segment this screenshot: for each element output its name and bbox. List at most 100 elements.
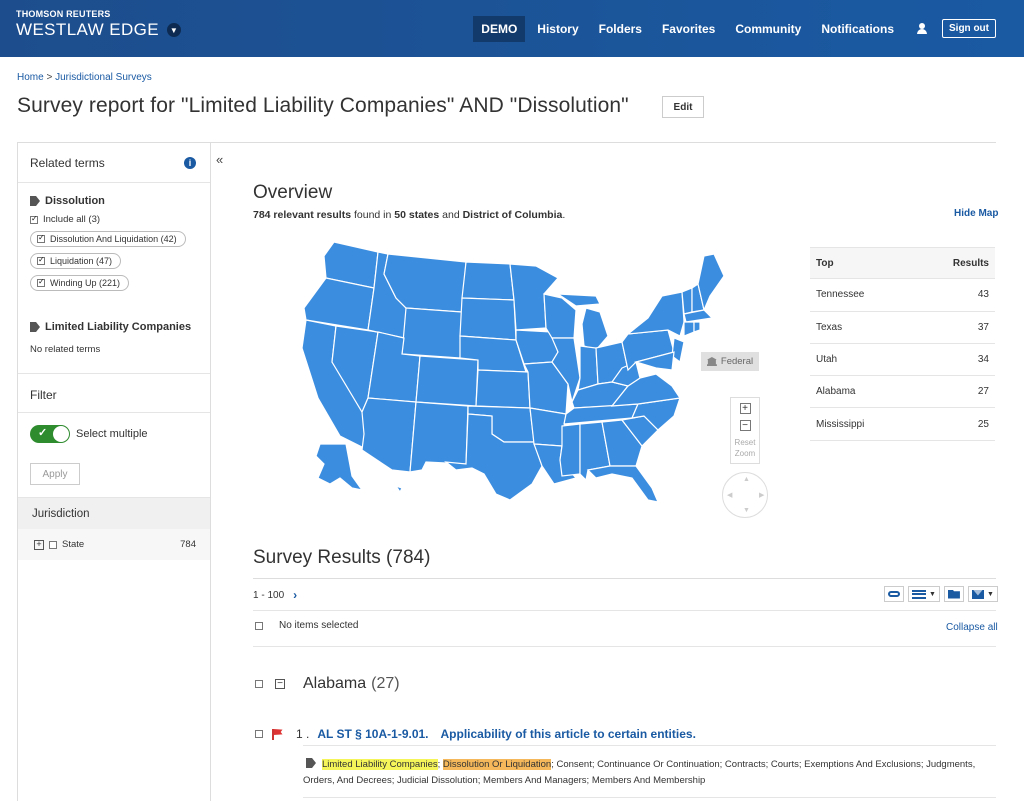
state-rhode-island xyxy=(693,321,701,333)
select-all-checkbox[interactable] xyxy=(255,621,263,630)
pan-icon[interactable]: ▲ ▼ ◀ ▶ xyxy=(722,472,768,518)
us-map[interactable] xyxy=(296,238,726,502)
select-multiple-toggle[interactable]: ✓ xyxy=(30,425,70,443)
summary-text: and xyxy=(439,209,463,221)
state-group-name: Alabama xyxy=(303,675,367,692)
flag-icon xyxy=(272,729,282,740)
reset-zoom-button[interactable]: Reset Zoom xyxy=(734,438,756,458)
nav-demo[interactable]: DEMO xyxy=(473,15,526,42)
term-pill[interactable]: Dissolution And Liquidation (42) xyxy=(30,231,186,247)
term-checkbox[interactable] xyxy=(37,233,45,243)
email-button[interactable]: ▼ xyxy=(967,586,998,602)
hide-map-link[interactable]: Hide Map xyxy=(954,208,999,219)
nav-favorites[interactable]: Favorites xyxy=(661,21,716,36)
jurisdiction-label: State xyxy=(62,539,85,550)
nav-notifications[interactable]: Notifications xyxy=(821,21,894,36)
divider xyxy=(211,142,996,143)
term-pill[interactable]: Liquidation (47) xyxy=(30,253,122,269)
table-row[interactable]: Mississippi 25 xyxy=(810,408,995,441)
chevron-right-icon[interactable]: › xyxy=(293,588,298,602)
table-row[interactable]: Tennessee 43 xyxy=(810,279,995,312)
term-pill[interactable]: Winding Up (221) xyxy=(30,275,130,291)
state-arizona xyxy=(361,397,417,473)
highlighted-term: Limited Liability Companies xyxy=(322,759,438,770)
sign-out-button[interactable]: Sign out xyxy=(942,19,996,38)
save-folder-button[interactable] xyxy=(943,586,964,602)
state-north-dakota xyxy=(461,261,515,301)
term-separator: ; xyxy=(437,759,443,770)
info-icon[interactable]: i xyxy=(184,156,196,169)
collapse-all-link[interactable]: Collapse all xyxy=(946,622,998,633)
term-checkbox[interactable] xyxy=(37,255,45,265)
state-kansas xyxy=(475,369,531,409)
result-citation[interactable]: AL ST § 10A-1-9.01. xyxy=(317,727,429,741)
results-toolbar: ▼ ▼ xyxy=(884,586,998,602)
state-group-header: − Alabama (27) xyxy=(255,675,400,693)
result-title[interactable]: Applicability of this article to certain… xyxy=(440,727,696,741)
state-maine xyxy=(697,253,725,312)
summary-text: found in xyxy=(351,209,395,221)
state-wyoming xyxy=(401,307,463,359)
collapse-left-icon[interactable]: « xyxy=(216,152,224,167)
jurisdiction-heading: Jurisdiction xyxy=(18,497,210,529)
divider xyxy=(18,373,210,374)
nav-community[interactable]: Community xyxy=(735,21,802,36)
state-results: 27 xyxy=(977,386,989,398)
state-new-jersey xyxy=(671,337,685,364)
expand-icon[interactable]: + xyxy=(34,539,44,550)
collapse-icon[interactable]: − xyxy=(275,679,285,689)
state-mississippi xyxy=(559,423,581,477)
chevron-down-icon[interactable]: ▼ xyxy=(167,23,182,37)
state-maryland xyxy=(633,351,675,371)
jurisdiction-row: + State 784 xyxy=(18,529,210,560)
federal-button[interactable]: Federal xyxy=(701,352,759,371)
result-checkbox[interactable] xyxy=(255,730,263,738)
table-row[interactable]: Texas 37 xyxy=(810,312,995,344)
edit-button[interactable]: Edit xyxy=(662,96,704,118)
divider xyxy=(253,578,996,579)
divider xyxy=(303,745,996,746)
user-icon[interactable] xyxy=(916,22,928,35)
brand-name: WESTLAW EDGE xyxy=(16,20,160,39)
brand-logo[interactable]: THOMSON REUTERS WESTLAW EDGE ▼ xyxy=(16,9,182,40)
state-results: 43 xyxy=(977,289,989,301)
zoom-out-icon[interactable]: − xyxy=(739,420,751,431)
zoom-in-icon[interactable]: + xyxy=(739,403,751,414)
list-view-button[interactable]: ▼ xyxy=(908,586,940,602)
breadcrumb-home[interactable]: Home xyxy=(17,72,44,83)
results-count: 784 relevant results xyxy=(253,209,352,221)
state-south-dakota xyxy=(459,297,517,341)
state-alaska xyxy=(315,443,364,491)
term-group-title: Limited Liability Companies xyxy=(45,321,192,333)
term-checkbox[interactable] xyxy=(37,277,45,287)
link-icon xyxy=(888,591,900,597)
state-new-mexico xyxy=(409,401,469,473)
state-checkbox[interactable] xyxy=(255,680,263,688)
copy-link-button[interactable] xyxy=(884,586,904,602)
column-header-results: Results xyxy=(952,257,989,269)
nav-history[interactable]: History xyxy=(537,21,579,36)
apply-button[interactable]: Apply xyxy=(30,463,80,485)
tag-icon xyxy=(30,322,40,332)
top-results-table: Top Results Tennessee 43 Texas 37 Utah 34 A… xyxy=(810,247,995,441)
include-all-checkbox[interactable] xyxy=(30,214,38,224)
include-all-option[interactable]: Include all (3) xyxy=(30,214,198,225)
table-row[interactable]: Utah 34 xyxy=(810,344,995,377)
federal-label: Federal xyxy=(720,356,754,367)
result-terms: Limited Liability Companies; Dissolution… xyxy=(303,757,996,789)
nav-folders[interactable]: Folders xyxy=(598,21,642,36)
term-label: Liquidation (47) xyxy=(50,256,113,266)
state-georgia xyxy=(601,419,643,467)
state-checkbox[interactable] xyxy=(49,540,57,549)
table-row[interactable]: Alabama 27 xyxy=(810,376,995,409)
term-label: Dissolution And Liquidation (42) xyxy=(50,234,177,244)
state-colorado xyxy=(415,355,479,407)
divider xyxy=(253,610,996,611)
breadcrumb-current[interactable]: Jurisdictional Surveys xyxy=(55,72,152,83)
filter-heading: Filter xyxy=(18,374,210,413)
bank-icon xyxy=(706,357,717,366)
district-label: District of Columbia xyxy=(462,209,563,221)
overview-title: Overview xyxy=(253,182,333,203)
jurisdiction-count: 784 xyxy=(180,539,196,550)
top-nav: DEMO History Folders Favorites Community… xyxy=(469,0,1024,57)
